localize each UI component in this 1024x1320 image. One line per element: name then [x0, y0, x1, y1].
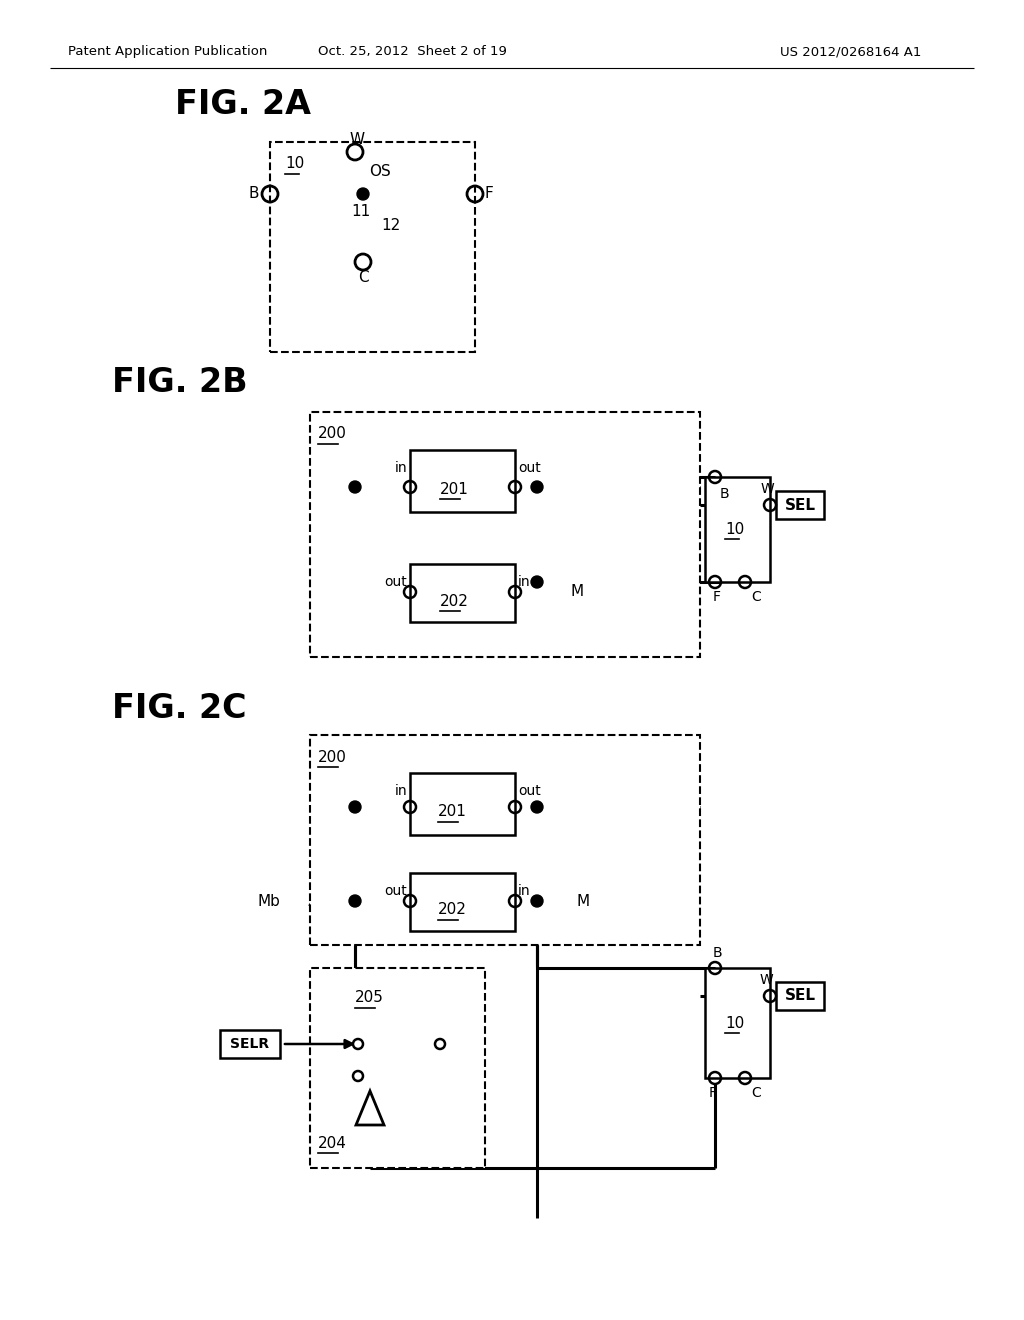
Bar: [705, 968, 770, 1078]
Bar: [410, 774, 515, 836]
Text: B: B: [720, 487, 730, 502]
Text: SEL: SEL: [784, 498, 815, 512]
Text: SELR: SELR: [230, 1038, 269, 1051]
Text: 205: 205: [355, 990, 384, 1006]
Circle shape: [349, 480, 361, 492]
Circle shape: [349, 801, 361, 813]
Text: C: C: [751, 1086, 761, 1100]
Bar: [310, 412, 700, 657]
Text: M: M: [571, 585, 584, 599]
Bar: [270, 143, 475, 352]
Text: 10: 10: [725, 521, 744, 536]
Text: F: F: [713, 590, 721, 605]
Bar: [310, 968, 485, 1168]
Bar: [410, 564, 515, 622]
Circle shape: [531, 480, 543, 492]
Text: 201: 201: [438, 804, 467, 820]
Text: in: in: [394, 461, 407, 475]
Text: W: W: [760, 482, 774, 496]
Text: B: B: [712, 946, 722, 960]
Text: W: W: [349, 132, 365, 147]
Text: F: F: [709, 1086, 717, 1100]
Bar: [410, 450, 515, 512]
Text: SEL: SEL: [784, 989, 815, 1003]
Text: 12: 12: [381, 219, 400, 234]
Text: Patent Application Publication: Patent Application Publication: [68, 45, 267, 58]
Text: out: out: [384, 576, 407, 589]
Circle shape: [357, 187, 369, 201]
Text: 202: 202: [438, 903, 467, 917]
Text: 10: 10: [285, 157, 304, 172]
Text: out: out: [518, 784, 541, 799]
Text: W: W: [759, 973, 773, 987]
Text: 11: 11: [351, 205, 371, 219]
Circle shape: [531, 801, 543, 813]
Text: out: out: [518, 461, 541, 475]
Text: OS: OS: [369, 165, 391, 180]
Text: 10: 10: [725, 1015, 744, 1031]
Text: FIG. 2B: FIG. 2B: [112, 366, 248, 399]
Text: out: out: [384, 884, 407, 898]
Bar: [776, 982, 824, 1010]
Text: in: in: [518, 884, 530, 898]
Bar: [220, 1030, 280, 1059]
Text: 200: 200: [318, 426, 347, 441]
Text: 204: 204: [318, 1135, 347, 1151]
Text: 202: 202: [440, 594, 469, 609]
Text: F: F: [484, 186, 494, 202]
Bar: [705, 477, 770, 582]
Text: FIG. 2A: FIG. 2A: [175, 88, 311, 121]
Text: C: C: [357, 271, 369, 285]
Bar: [776, 491, 824, 519]
Text: 201: 201: [440, 482, 469, 496]
Bar: [310, 735, 700, 945]
Text: 200: 200: [318, 750, 347, 764]
Text: FIG. 2C: FIG. 2C: [112, 692, 247, 725]
Bar: [410, 873, 515, 931]
Circle shape: [349, 895, 361, 907]
Circle shape: [531, 895, 543, 907]
Text: B: B: [249, 186, 259, 202]
Circle shape: [531, 576, 543, 587]
Text: US 2012/0268164 A1: US 2012/0268164 A1: [780, 45, 922, 58]
Text: C: C: [751, 590, 761, 605]
Text: Oct. 25, 2012  Sheet 2 of 19: Oct. 25, 2012 Sheet 2 of 19: [317, 45, 507, 58]
Text: M: M: [577, 894, 590, 908]
Text: in: in: [518, 576, 530, 589]
Text: Mb: Mb: [257, 894, 280, 908]
Text: in: in: [394, 784, 407, 799]
